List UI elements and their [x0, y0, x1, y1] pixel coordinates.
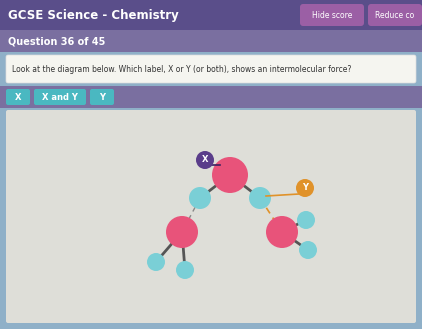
- Text: Reduce co: Reduce co: [376, 11, 415, 19]
- Circle shape: [176, 261, 194, 279]
- FancyBboxPatch shape: [6, 89, 30, 105]
- Circle shape: [196, 151, 214, 169]
- Text: Look at the diagram below. Which label, X or Y (or both), shows an intermolecula: Look at the diagram below. Which label, …: [12, 64, 352, 73]
- Circle shape: [212, 157, 248, 193]
- FancyBboxPatch shape: [0, 30, 422, 52]
- Text: X and Y: X and Y: [42, 92, 78, 102]
- Circle shape: [166, 216, 198, 248]
- Text: Y: Y: [302, 184, 308, 192]
- Text: Hide score: Hide score: [312, 11, 352, 19]
- FancyBboxPatch shape: [0, 0, 422, 30]
- Circle shape: [189, 187, 211, 209]
- Text: X: X: [202, 156, 208, 164]
- Circle shape: [249, 187, 271, 209]
- FancyBboxPatch shape: [6, 55, 416, 83]
- FancyBboxPatch shape: [0, 86, 422, 108]
- FancyBboxPatch shape: [34, 89, 86, 105]
- Text: X: X: [15, 92, 21, 102]
- Text: GCSE Science - Chemistry: GCSE Science - Chemistry: [8, 9, 179, 21]
- FancyBboxPatch shape: [368, 4, 422, 26]
- Text: Y: Y: [99, 92, 105, 102]
- Circle shape: [299, 241, 317, 259]
- Circle shape: [147, 253, 165, 271]
- FancyBboxPatch shape: [300, 4, 364, 26]
- FancyBboxPatch shape: [6, 110, 416, 323]
- Circle shape: [296, 179, 314, 197]
- Text: Question 36 of 45: Question 36 of 45: [8, 36, 106, 46]
- FancyBboxPatch shape: [90, 89, 114, 105]
- Circle shape: [266, 216, 298, 248]
- Circle shape: [297, 211, 315, 229]
